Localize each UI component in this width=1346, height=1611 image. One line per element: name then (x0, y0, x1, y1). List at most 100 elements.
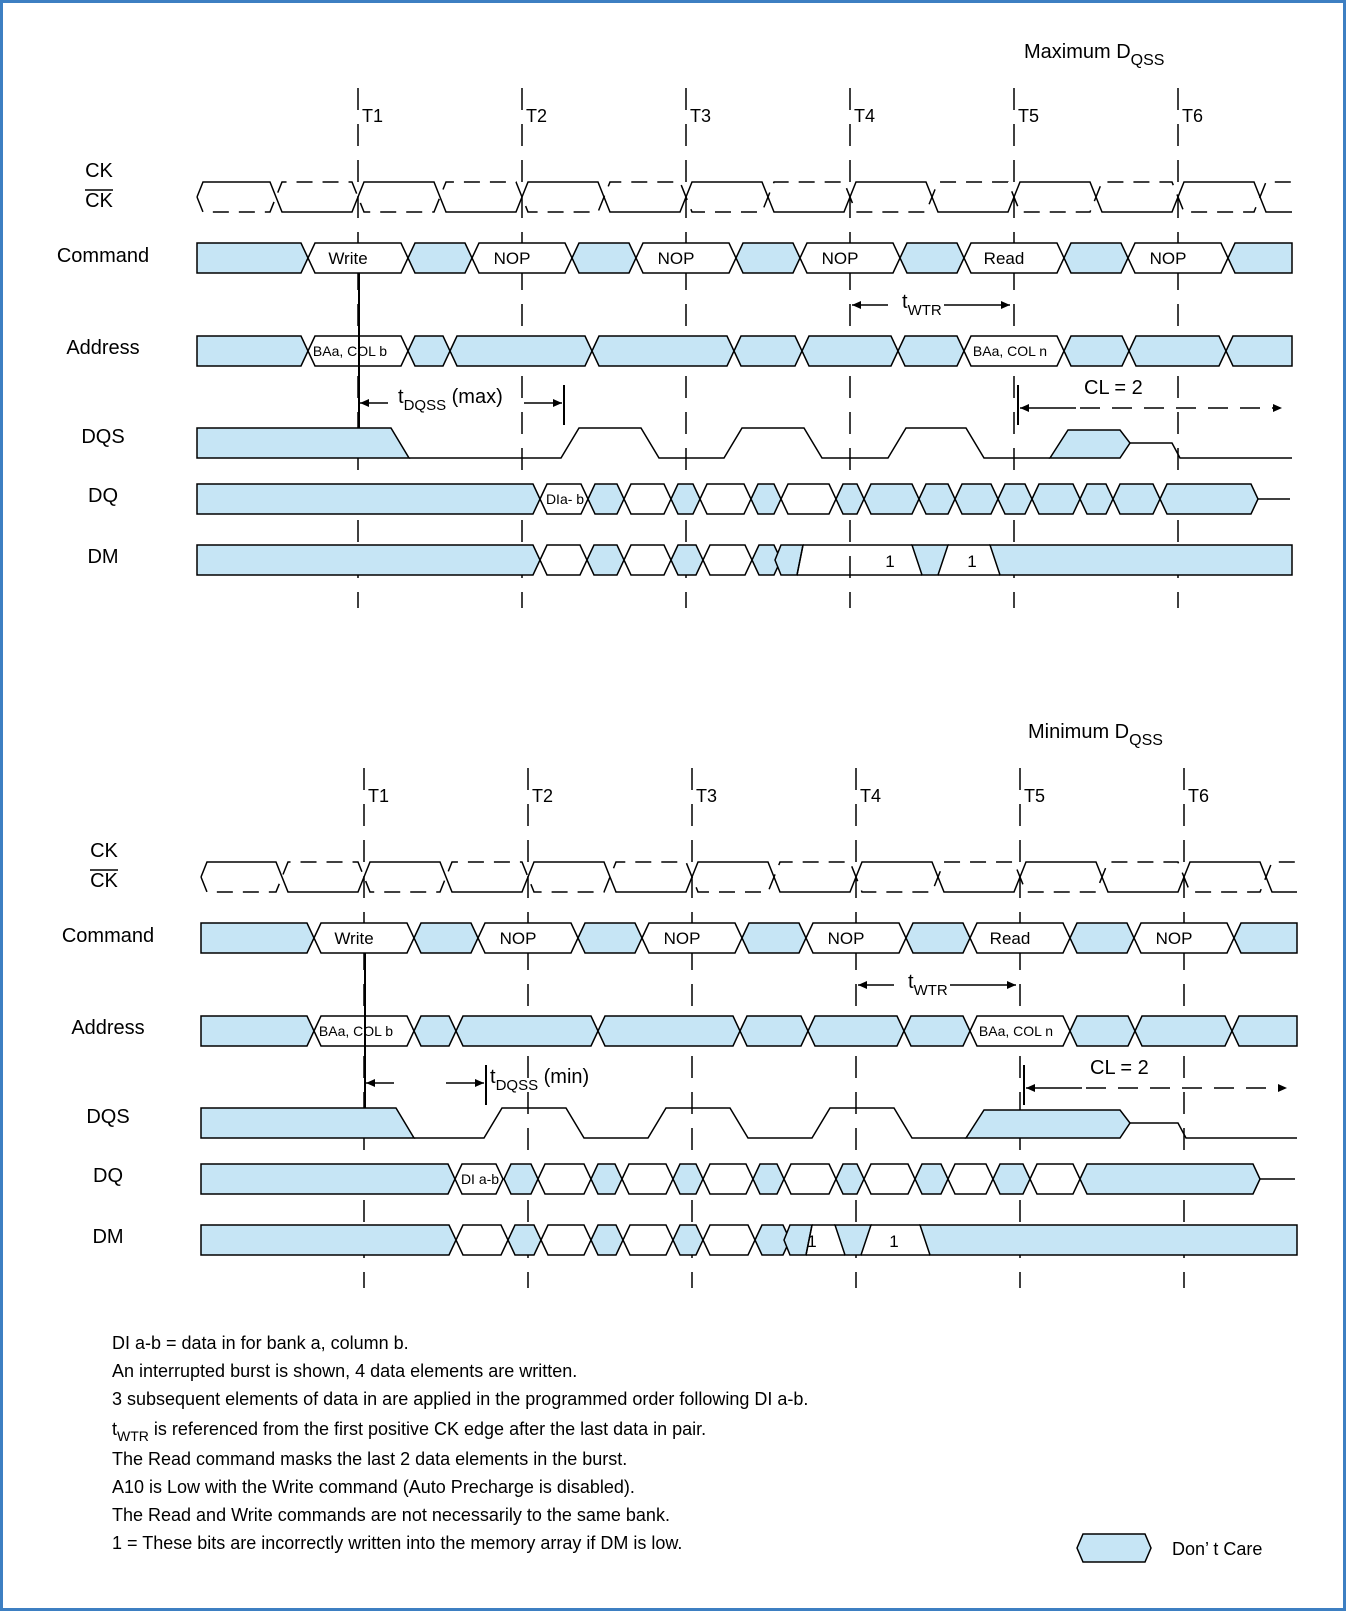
note-1: DI a-b = data in for bank a, column b. (112, 1333, 409, 1353)
twtr-arrowhead-right (1007, 981, 1016, 989)
twtr-label: tWTR (908, 971, 948, 999)
dq-cell (783, 1163, 837, 1195)
panel-minimum-dqss: Minimum DQSS T1 T2 T3 T4 T5 T6 CK CK Command Addre… (62, 721, 1298, 1288)
dqs-tail (1130, 442, 1292, 459)
tdqss-label: tDQSS (min) (490, 1066, 589, 1094)
command-nop: NOP (822, 249, 859, 268)
cl-label: CL = 2 (1090, 1057, 1149, 1079)
dqs-dont-care (196, 427, 411, 459)
address-baa-col-n: BAa, COL n (973, 343, 1047, 359)
note-4: tWTR is referenced from the first positi… (112, 1419, 706, 1444)
command-dont-care (577, 922, 643, 954)
command-write: Write (334, 929, 373, 948)
ck-bar-waveform (196, 181, 1292, 213)
dm-masked-edges (806, 1224, 930, 1256)
dm-dont-care (670, 544, 704, 576)
dq-dont-care (835, 483, 865, 515)
command-dont-care (899, 242, 965, 274)
dq-dont-care (200, 1163, 456, 1195)
dq-dont-care (196, 483, 541, 515)
command-dont-care (1233, 922, 1298, 954)
cl-arrowhead-right (1278, 1084, 1287, 1092)
note-3: 3 subsequent elements of data in are app… (112, 1389, 808, 1409)
address-dont-care (1063, 335, 1130, 367)
dq-cell (1029, 1163, 1081, 1195)
dq-data-in (454, 1163, 504, 1195)
dm-dont-care (672, 1224, 704, 1256)
dm-mark-2: 1 (889, 1232, 898, 1251)
dq-dont-care (1112, 483, 1161, 515)
clock-label-t5: T5 (1018, 106, 1039, 126)
tdqss-arrowhead-left (366, 1079, 375, 1087)
cl-arrowhead-right (1273, 404, 1282, 412)
dq-dont-care (587, 483, 625, 515)
address-baa-col-b: BAa, COL b (313, 343, 387, 359)
signal-label-dq: DQ (93, 1165, 123, 1187)
dq-cell (623, 483, 672, 515)
dq-dont-care (1079, 1163, 1261, 1195)
tdqss-arrowhead-left (360, 399, 369, 407)
command-dont-care (1227, 242, 1293, 274)
dq-cell (702, 1163, 754, 1195)
dq-data-label: DI a-b (461, 1171, 499, 1187)
dq-dont-care (918, 483, 956, 515)
dm-dont-care (833, 1224, 873, 1256)
clock-label-t3: T3 (690, 106, 711, 126)
dm-cell (622, 1224, 674, 1256)
dq-dont-care (1159, 483, 1259, 515)
command-nop: NOP (494, 249, 531, 268)
clock-label-t1: T1 (368, 786, 389, 806)
dm-dont-care (200, 1224, 457, 1256)
address-dont-care (597, 1015, 741, 1047)
command-nop: NOP (500, 929, 537, 948)
dq-dont-care (750, 483, 782, 515)
tdqss-arrowhead-right (475, 1079, 484, 1087)
command-nop: NOP (664, 929, 701, 948)
command-dont-care (407, 242, 473, 274)
note-5: The Read command masks the last 2 data e… (112, 1449, 627, 1469)
signal-label-address: Address (71, 1017, 144, 1039)
clock-label-t3: T3 (696, 786, 717, 806)
dqs-read-preamble (964, 1109, 1131, 1139)
command-dont-care (735, 242, 801, 274)
dq-dont-care (672, 1163, 704, 1195)
command-nop: NOP (658, 249, 695, 268)
tdqss-arrowhead-right (553, 399, 562, 407)
signal-label-dm: DM (92, 1226, 123, 1248)
dm-cell (623, 544, 672, 576)
dm-cell (540, 1224, 592, 1256)
dqs-pulses (414, 1107, 966, 1139)
dm-dont-care-end (918, 1224, 1298, 1256)
dm-cell (702, 1224, 756, 1256)
dm-dont-care (783, 1224, 813, 1256)
address-dont-care (407, 335, 451, 367)
command-read: Read (984, 249, 1025, 268)
clock-label-t5: T5 (1024, 786, 1045, 806)
cl-arrowhead-left (1026, 1084, 1035, 1092)
signal-label-ck-bar: CK (90, 870, 118, 892)
address-dont-care (733, 335, 803, 367)
dm-edge (805, 1224, 813, 1256)
signal-label-dqs: DQS (81, 426, 124, 448)
command-nop: NOP (1150, 249, 1187, 268)
legend-dont-care-label: Don’ t Care (1172, 1539, 1262, 1559)
signal-label-dm: DM (87, 546, 118, 568)
dq-dont-care (670, 483, 701, 515)
dm-cell (702, 544, 753, 576)
signal-label-command: Command (57, 245, 149, 267)
address-dont-care (807, 1015, 905, 1047)
dq-cell (780, 483, 837, 515)
dm-dont-care (586, 544, 625, 576)
command-dont-care (1063, 242, 1129, 274)
ck-waveform (196, 181, 1292, 213)
dq-dont-care (863, 483, 920, 515)
address-dont-care (449, 335, 593, 367)
panel-maximum-dqss: Maximum DQSS T1 T2 T3 T4 T5 T6 CK CK Command Addre… (57, 41, 1293, 608)
dq-dont-care (954, 483, 999, 515)
dq-cell (537, 1163, 592, 1195)
ck-waveform (200, 861, 1297, 893)
address-dont-care (897, 335, 965, 367)
dm-dont-care (774, 544, 804, 576)
tdqss-label: tDQSS (max) (398, 386, 503, 414)
note-7: The Read and Write commands are not nece… (112, 1505, 670, 1525)
